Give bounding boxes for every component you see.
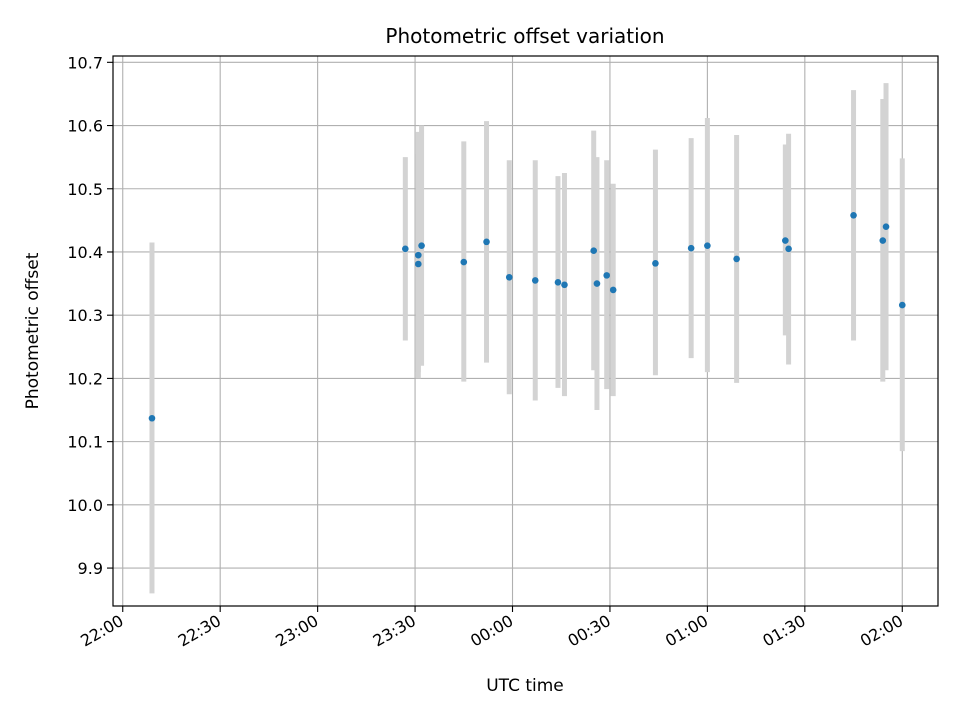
y-tick-label: 10.3 <box>67 306 103 325</box>
chart-title: Photometric offset variation <box>385 24 664 48</box>
data-point <box>554 279 562 286</box>
data-point <box>590 247 598 255</box>
data-point <box>898 301 906 309</box>
y-tick-label: 9.9 <box>78 559 103 578</box>
data-point <box>882 223 890 230</box>
data-point <box>850 212 857 219</box>
x-axis-title: UTC time <box>486 676 564 696</box>
y-tick-label: 10.2 <box>67 369 103 388</box>
data-point <box>402 245 409 253</box>
y-tick-label: 10.4 <box>67 243 103 262</box>
data-point <box>418 242 425 249</box>
y-tick-label: 10.7 <box>67 53 103 72</box>
y-tick-label: 10.6 <box>67 117 103 136</box>
y-tick-label: 10.0 <box>67 496 103 515</box>
y-axis-title: Photometric offset <box>23 252 43 409</box>
data-point <box>652 260 659 267</box>
y-tick-label: 10.5 <box>67 180 103 199</box>
data-point <box>415 251 422 259</box>
data-point <box>460 258 468 266</box>
plot-frame <box>112 55 939 607</box>
y-tick-label: 10.1 <box>67 433 103 452</box>
grid <box>113 56 938 606</box>
data-point <box>609 286 617 294</box>
data-point <box>148 414 156 422</box>
data-point <box>782 237 789 244</box>
data-point <box>483 238 490 246</box>
y-axis: 9.9 10.0 10.1 10.2 10.3 10.4 10.5 10.6 10.7 <box>67 53 113 578</box>
data-point <box>415 260 422 268</box>
data-point <box>593 280 601 287</box>
data-point <box>879 237 887 244</box>
data-point <box>687 244 695 252</box>
data-point <box>603 272 611 279</box>
data-point <box>785 245 792 253</box>
data-points <box>148 212 906 422</box>
data-point <box>704 242 711 249</box>
data-point <box>505 273 513 281</box>
data-point <box>531 277 539 284</box>
data-point <box>561 281 568 289</box>
data-point <box>733 255 740 263</box>
